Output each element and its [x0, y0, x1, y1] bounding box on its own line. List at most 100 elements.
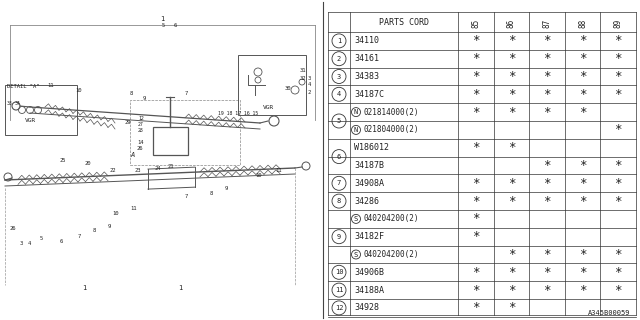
Text: A345B00059: A345B00059: [588, 310, 630, 316]
Text: 22: 22: [110, 168, 116, 173]
Text: *: *: [579, 70, 586, 83]
Text: *: *: [579, 266, 586, 279]
Text: *: *: [579, 106, 586, 119]
Text: PARTS CORD: PARTS CORD: [379, 18, 429, 27]
Text: 34: 34: [15, 101, 20, 106]
Text: 5: 5: [162, 23, 165, 28]
Text: 12: 12: [335, 305, 343, 311]
Text: *: *: [508, 266, 515, 279]
Text: *: *: [472, 88, 479, 101]
Text: *: *: [579, 195, 586, 208]
Text: *: *: [508, 248, 515, 261]
Text: *: *: [614, 284, 622, 297]
Text: *: *: [508, 70, 515, 83]
Text: 4: 4: [337, 91, 341, 97]
Text: 6: 6: [174, 23, 177, 28]
Text: 30: 30: [285, 86, 291, 91]
Text: 19 18 17 16 15: 19 18 17 16 15: [218, 111, 259, 116]
Text: 32: 32: [300, 76, 307, 81]
Text: 2: 2: [337, 56, 341, 62]
Text: 3: 3: [20, 241, 23, 246]
Text: 6: 6: [60, 239, 63, 244]
Text: 021814000(2): 021814000(2): [363, 108, 419, 116]
Text: N: N: [354, 109, 358, 115]
Text: 10: 10: [335, 269, 343, 275]
Text: 5: 5: [40, 236, 44, 241]
Text: 20: 20: [85, 161, 92, 166]
Bar: [238, 55, 306, 115]
Text: *: *: [543, 177, 551, 190]
Text: 11: 11: [275, 168, 282, 173]
Text: *: *: [472, 141, 479, 154]
Text: 34110: 34110: [354, 36, 379, 45]
Text: 34908A: 34908A: [354, 179, 384, 188]
Text: 12
27
28: 12 27 28: [138, 116, 144, 133]
Text: *: *: [579, 248, 586, 261]
Text: 1: 1: [160, 16, 164, 22]
Text: 34906B: 34906B: [354, 268, 384, 277]
Text: *: *: [472, 106, 479, 119]
Text: *: *: [508, 141, 515, 154]
Text: 9: 9: [337, 234, 341, 240]
Text: 11: 11: [130, 206, 136, 211]
Text: 8: 8: [130, 91, 133, 96]
Text: *: *: [543, 248, 551, 261]
Text: 8: 8: [337, 198, 341, 204]
Text: *: *: [614, 35, 622, 47]
Text: 34383: 34383: [354, 72, 379, 81]
Text: 34187C: 34187C: [354, 90, 384, 99]
Text: 040204200(2): 040204200(2): [363, 250, 419, 259]
Text: *: *: [614, 177, 622, 190]
Text: *: *: [472, 230, 479, 243]
Text: 4: 4: [28, 241, 31, 246]
Text: 7: 7: [185, 194, 188, 199]
Text: *: *: [543, 70, 551, 83]
Text: *: *: [472, 35, 479, 47]
Text: 34182F: 34182F: [354, 232, 384, 241]
Text: 34928: 34928: [354, 303, 379, 312]
Text: 85: 85: [471, 18, 480, 28]
Text: 040204200(2): 040204200(2): [363, 214, 419, 223]
Text: 14: 14: [137, 140, 143, 145]
Text: 26: 26: [137, 146, 143, 151]
Text: *: *: [508, 35, 515, 47]
Text: *: *: [508, 88, 515, 101]
Text: *: *: [543, 266, 551, 279]
Text: 34161: 34161: [354, 54, 379, 63]
Text: 34188A: 34188A: [354, 286, 384, 295]
Text: *: *: [543, 35, 551, 47]
Text: S: S: [354, 252, 358, 258]
Text: 86: 86: [507, 18, 516, 28]
Text: 21: 21: [168, 164, 175, 169]
Text: 24: 24: [155, 166, 161, 171]
Text: VGR: VGR: [24, 118, 36, 123]
Text: 33: 33: [7, 101, 13, 106]
Text: 7: 7: [78, 234, 81, 239]
Text: 88: 88: [578, 18, 587, 28]
Text: *: *: [472, 266, 479, 279]
Text: DETAIL "A": DETAIL "A": [7, 84, 40, 89]
Bar: [153, 127, 188, 155]
Text: *: *: [508, 195, 515, 208]
Text: 9: 9: [143, 96, 147, 101]
Text: *: *: [614, 52, 622, 65]
Text: *: *: [472, 284, 479, 297]
Text: *: *: [614, 88, 622, 101]
Text: 34187B: 34187B: [354, 161, 384, 170]
Text: 1: 1: [337, 38, 341, 44]
Text: *: *: [472, 301, 479, 315]
Text: 31: 31: [300, 68, 307, 73]
Text: 26: 26: [10, 226, 17, 231]
Text: 5: 5: [337, 118, 341, 124]
Text: 9: 9: [225, 186, 228, 191]
Text: 3: 3: [308, 76, 311, 81]
Text: 7: 7: [185, 91, 188, 96]
Text: *: *: [614, 70, 622, 83]
Text: *: *: [472, 52, 479, 65]
Text: *: *: [614, 248, 622, 261]
Text: 3: 3: [337, 74, 341, 79]
Text: 9: 9: [108, 224, 111, 229]
Text: 1: 1: [178, 285, 182, 291]
Text: 2: 2: [308, 90, 311, 95]
Text: 4: 4: [308, 82, 311, 87]
